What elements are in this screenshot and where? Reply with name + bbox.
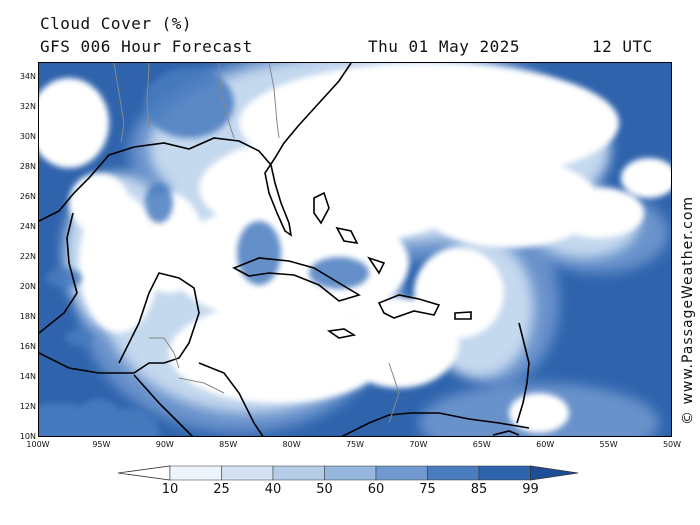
lon-label: 50W bbox=[662, 440, 682, 449]
lon-label: 60W bbox=[536, 440, 555, 449]
cloud-cover-map bbox=[38, 62, 672, 437]
credit-text: © www.PassageWeather.com bbox=[680, 195, 696, 425]
legend-swatch bbox=[272, 465, 325, 481]
legend-label: 85 bbox=[470, 482, 488, 497]
lon-label: 65W bbox=[472, 440, 491, 449]
legend-label: 60 bbox=[367, 482, 385, 497]
legend-label: 10 bbox=[161, 482, 179, 497]
lon-label: 80W bbox=[282, 440, 301, 449]
legend-label: 75 bbox=[419, 482, 436, 497]
lat-label: 28N bbox=[19, 162, 36, 171]
legend-swatch bbox=[427, 465, 480, 481]
forecast-subtitle: GFS 006 Hour Forecast bbox=[40, 37, 253, 56]
lon-label: 90W bbox=[155, 440, 174, 449]
lat-label: 12N bbox=[19, 402, 36, 411]
legend-label: 99 bbox=[522, 482, 539, 497]
lon-label: 75W bbox=[345, 440, 365, 449]
lon-label: 55W bbox=[599, 440, 618, 449]
lon-label: 95W bbox=[92, 440, 111, 449]
lat-label: 14N bbox=[19, 372, 36, 381]
forecast-date: Thu 01 May 2025 bbox=[368, 37, 520, 56]
lat-label: 18N bbox=[19, 312, 36, 321]
coastline bbox=[39, 63, 530, 436]
legend-swatch bbox=[169, 465, 222, 481]
map-canvas bbox=[39, 63, 671, 436]
lat-label: 24N bbox=[19, 222, 36, 231]
lon-label: 85W bbox=[219, 440, 238, 449]
legend-swatch bbox=[478, 465, 531, 481]
legend-label: 50 bbox=[316, 482, 333, 497]
lat-label: 30N bbox=[19, 132, 36, 141]
lon-label: 70W bbox=[409, 440, 428, 449]
lon-label: 100W bbox=[26, 440, 50, 449]
map-title: Cloud Cover (%) bbox=[40, 14, 192, 33]
legend-colorbar bbox=[118, 465, 579, 481]
legend-label: 40 bbox=[264, 482, 282, 497]
country-borders bbox=[113, 63, 400, 424]
lat-label: 20N bbox=[19, 282, 36, 291]
cloud-field-clear bbox=[39, 63, 671, 436]
lat-label: 34N bbox=[19, 72, 36, 81]
forecast-time: 12 UTC bbox=[592, 37, 653, 56]
legend-swatch bbox=[375, 465, 428, 481]
legend-arrow-low bbox=[118, 465, 171, 481]
lat-label: 22N bbox=[19, 252, 36, 261]
legend-swatch bbox=[324, 465, 377, 481]
legend-arrow-high bbox=[530, 465, 579, 481]
lat-label: 26N bbox=[19, 192, 36, 201]
legend-swatch bbox=[221, 465, 274, 481]
legend-label: 25 bbox=[213, 482, 230, 497]
lat-label: 10N bbox=[19, 432, 36, 441]
lat-label: 16N bbox=[19, 342, 36, 351]
lat-label: 32N bbox=[19, 102, 36, 111]
